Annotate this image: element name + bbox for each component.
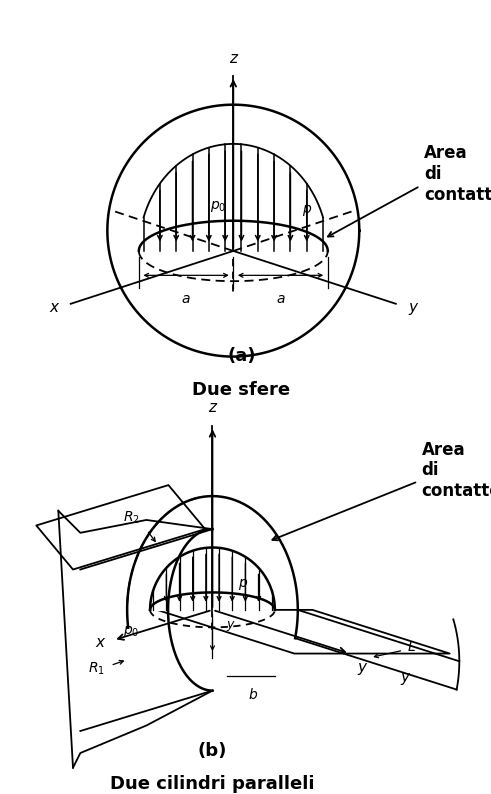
Text: $p_0$: $p_0$: [123, 624, 139, 639]
Text: $p$: $p$: [238, 576, 248, 592]
Text: $R_2$: $R_2$: [123, 510, 139, 526]
Text: x: x: [50, 300, 58, 315]
Text: Area
di
contatto: Area di contatto: [424, 144, 491, 203]
Text: Due sfere: Due sfere: [192, 381, 291, 399]
Text: y: y: [408, 300, 417, 315]
Text: z: z: [209, 400, 217, 415]
Text: $a$: $a$: [276, 291, 285, 306]
Text: $p$: $p$: [302, 202, 313, 218]
Text: Area
di
contatto: Area di contatto: [422, 441, 491, 500]
Text: Due cilindri paralleli: Due cilindri paralleli: [110, 775, 315, 793]
Text: $y$: $y$: [226, 619, 236, 633]
Text: $y$: $y$: [400, 671, 411, 688]
Text: (a): (a): [227, 347, 256, 364]
Text: z: z: [229, 51, 237, 66]
Text: $R_1$: $R_1$: [88, 661, 105, 676]
Text: $L$: $L$: [407, 640, 416, 653]
Text: y: y: [358, 660, 367, 675]
Text: $b$: $b$: [248, 687, 258, 702]
Text: x: x: [95, 635, 104, 650]
Text: $a$: $a$: [181, 291, 191, 306]
Text: $p_0$: $p_0$: [211, 198, 227, 214]
Text: (b): (b): [198, 742, 227, 761]
